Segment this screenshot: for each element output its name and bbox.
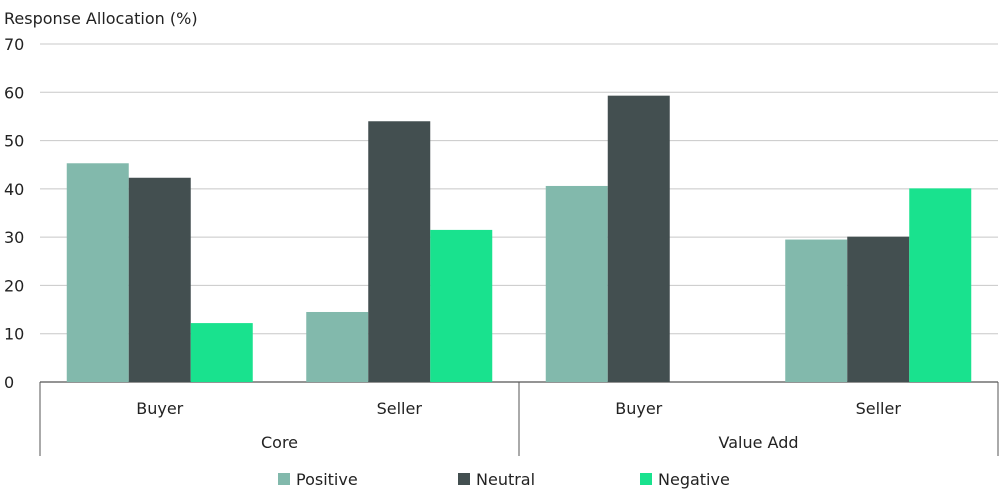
chart-title: Response Allocation (%) <box>4 9 198 28</box>
y-tick-label: 10 <box>4 325 24 344</box>
y-tick-label: 50 <box>4 132 24 151</box>
bar-positive <box>545 185 608 382</box>
category-label: Buyer <box>615 399 662 418</box>
category-label: Seller <box>377 399 423 418</box>
y-tick-label: 40 <box>4 180 24 199</box>
y-tick-label: 30 <box>4 228 24 247</box>
y-axis-ticks: 0 10 20 30 40 50 60 70 <box>4 35 24 392</box>
legend-label: Positive <box>296 470 358 489</box>
legend-swatch-negative <box>640 473 652 485</box>
legend: Positive Neutral Negative <box>278 470 730 489</box>
y-tick-label: 0 <box>4 373 14 392</box>
bars <box>66 95 972 382</box>
bar-neutral <box>607 95 670 382</box>
bar-neutral <box>128 177 191 382</box>
group-label: Value Add <box>719 433 799 452</box>
category-axis: Buyer Seller Core Buyer Seller Value Add <box>39 382 999 456</box>
bar-negative <box>909 188 972 382</box>
group-label: Core <box>261 433 298 452</box>
category-label: Buyer <box>136 399 183 418</box>
y-tick-label: 60 <box>4 83 24 102</box>
bar-positive <box>306 311 369 382</box>
legend-swatch-positive <box>278 473 290 485</box>
y-tick-label: 70 <box>4 35 24 54</box>
bar-positive <box>785 239 848 382</box>
legend-swatch-neutral <box>458 473 470 485</box>
bar-neutral <box>847 236 910 382</box>
legend-label: Neutral <box>476 470 535 489</box>
legend-label: Negative <box>658 470 730 489</box>
bar-positive <box>66 163 129 382</box>
category-label: Seller <box>856 399 902 418</box>
bar-negative <box>190 323 253 382</box>
bar-negative <box>430 229 493 382</box>
y-tick-label: 20 <box>4 276 24 295</box>
bar-neutral <box>368 121 431 382</box>
